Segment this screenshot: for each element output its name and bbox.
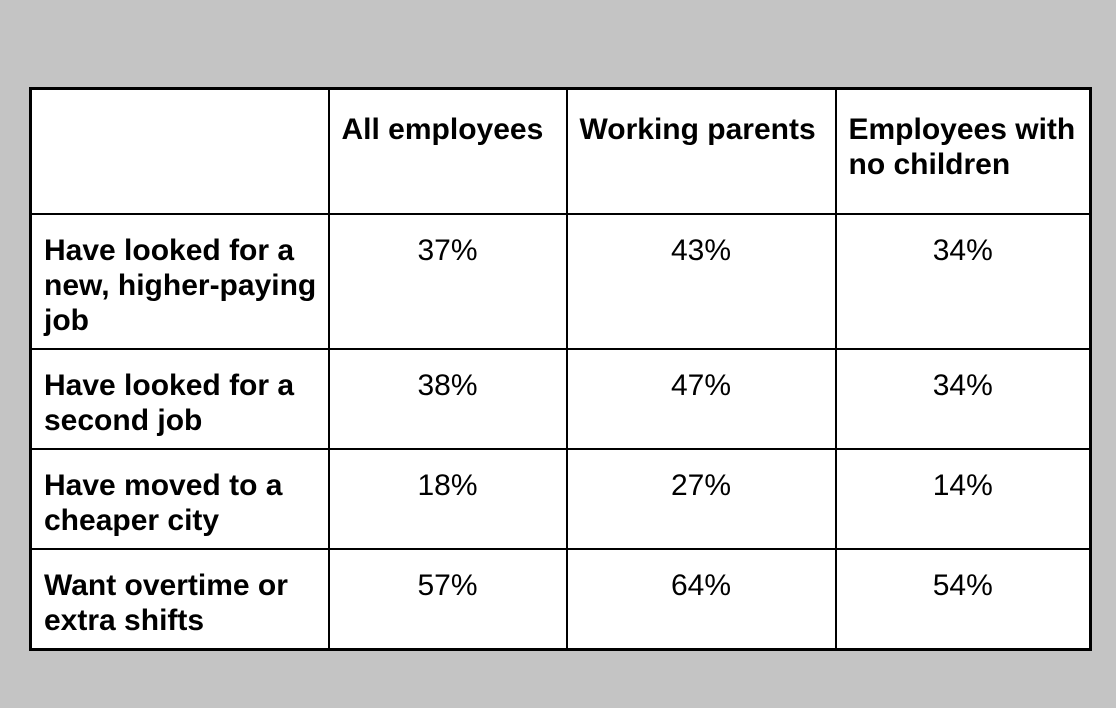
cell-value: 34% — [834, 347, 1092, 450]
column-header-all-employees: All employees — [327, 87, 568, 215]
cell-value: 64% — [565, 547, 837, 650]
row-label: Have moved to a cheaper city — [29, 447, 330, 550]
column-header-employees-no-children: Employees with no children — [834, 87, 1092, 215]
cell-value: 34% — [834, 212, 1092, 350]
row-label: Have looked for a second job — [29, 347, 330, 450]
cell-value: 37% — [327, 212, 568, 350]
cell-value: 47% — [565, 347, 837, 450]
cell-value: 38% — [327, 347, 568, 450]
cell-value: 27% — [565, 447, 837, 550]
table-row: Want overtime or extra shifts 57% 64% 54… — [29, 547, 1092, 650]
table-row: Have moved to a cheaper city 18% 27% 14% — [29, 447, 1092, 550]
survey-results-table: All employees Working parents Employees … — [29, 87, 1092, 651]
table-row: Have looked for a new, higher-paying job… — [29, 212, 1092, 350]
column-header-working-parents: Working parents — [565, 87, 837, 215]
cell-value: 14% — [834, 447, 1092, 550]
cell-value: 18% — [327, 447, 568, 550]
table-header-row: All employees Working parents Employees … — [29, 87, 1092, 215]
row-label: Want overtime or extra shifts — [29, 547, 330, 650]
corner-cell — [29, 87, 330, 215]
cell-value: 57% — [327, 547, 568, 650]
cell-value: 43% — [565, 212, 837, 350]
row-label: Have looked for a new, higher-paying job — [29, 212, 330, 350]
cell-value: 54% — [834, 547, 1092, 650]
table-row: Have looked for a second job 38% 47% 34% — [29, 347, 1092, 450]
